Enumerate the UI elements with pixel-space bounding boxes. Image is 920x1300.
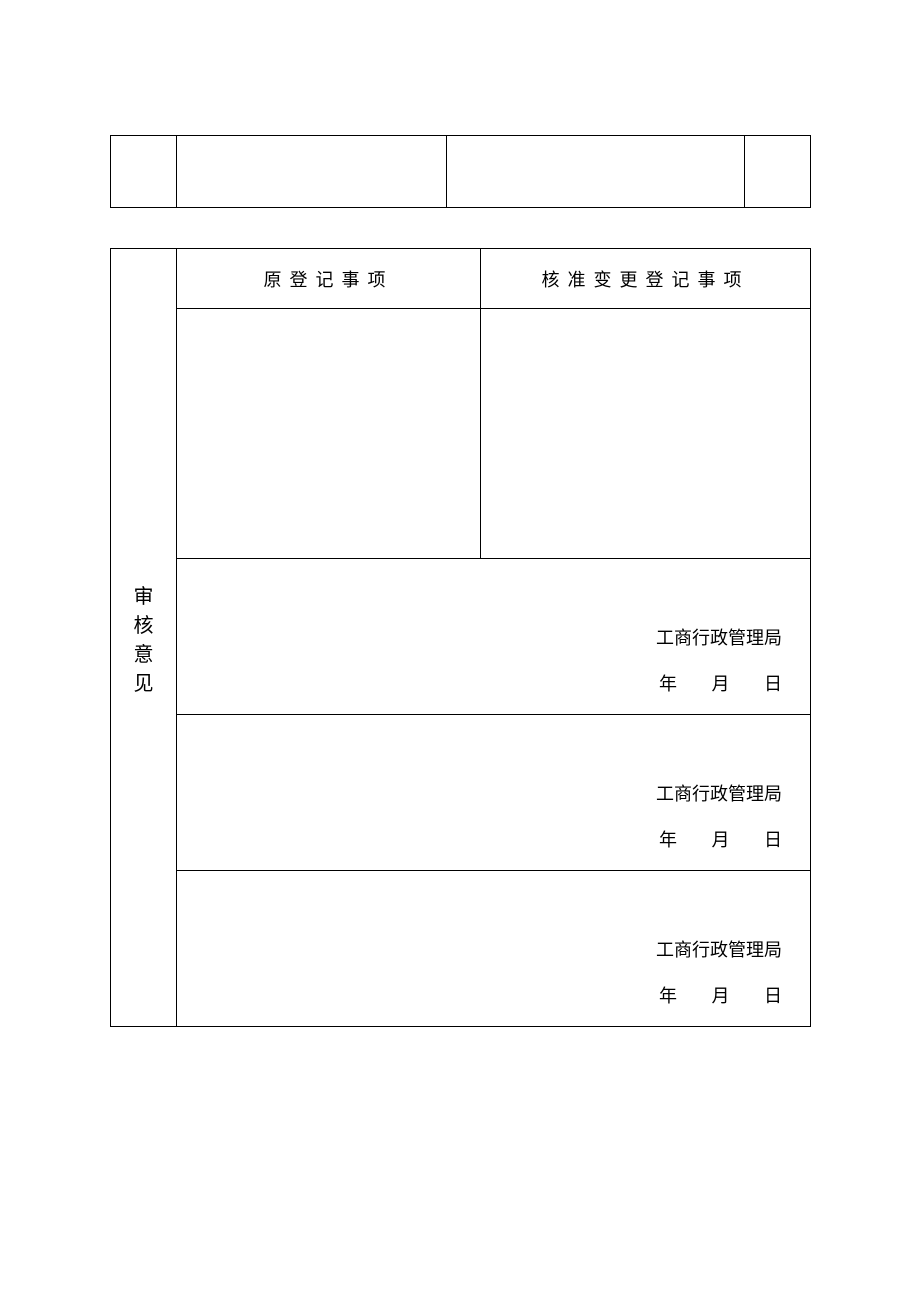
signature-block-3: 工商行政管理局 年 月 日 (656, 936, 782, 1008)
org-name-1: 工商行政管理局 (656, 624, 782, 650)
review-opinion-label: 审 核 意 见 (111, 540, 176, 736)
org-name-2: 工商行政管理局 (656, 780, 782, 806)
top-table (110, 135, 811, 208)
day-label-2: 日 (764, 830, 782, 850)
top-table-row (111, 136, 811, 208)
top-cell-3 (447, 136, 745, 208)
day-label-1: 日 (764, 674, 782, 694)
page-container: 审 核 意 见 原登记事项 核准变更登记事项 工商行政管理局 年 月 (110, 135, 810, 1027)
header-row: 审 核 意 见 原登记事项 核准变更登记事项 (111, 249, 811, 309)
month-label-3: 月 (712, 986, 730, 1006)
review-opinion-label-cell: 审 核 意 见 (111, 249, 177, 1027)
approved-change-header: 核准变更登记事项 (481, 249, 811, 309)
review-char-4: 见 (134, 667, 154, 696)
signature-cell-1: 工商行政管理局 年 月 日 (177, 559, 811, 715)
signature-row-1: 工商行政管理局 年 月 日 (111, 559, 811, 715)
month-label-2: 月 (712, 830, 730, 850)
month-label-1: 月 (712, 674, 730, 694)
review-char-3: 意 (134, 638, 154, 667)
org-name-3: 工商行政管理局 (656, 936, 782, 962)
date-line-2: 年 月 日 (656, 826, 782, 852)
top-cell-4 (745, 136, 811, 208)
date-line-1: 年 月 日 (656, 670, 782, 696)
main-table: 审 核 意 见 原登记事项 核准变更登记事项 工商行政管理局 年 月 (110, 248, 811, 1027)
date-line-3: 年 月 日 (656, 982, 782, 1008)
review-char-1: 审 (134, 580, 154, 609)
signature-cell-2: 工商行政管理局 年 月 日 (177, 715, 811, 871)
content-row (111, 309, 811, 559)
signature-cell-3: 工商行政管理局 年 月 日 (177, 871, 811, 1027)
signature-row-2: 工商行政管理局 年 月 日 (111, 715, 811, 871)
day-label-3: 日 (764, 986, 782, 1006)
signature-block-1: 工商行政管理局 年 月 日 (656, 624, 782, 696)
year-label-2: 年 (659, 830, 677, 850)
approved-change-content (481, 309, 811, 559)
original-registration-content (177, 309, 481, 559)
signature-row-3: 工商行政管理局 年 月 日 (111, 871, 811, 1027)
top-cell-1 (111, 136, 177, 208)
top-cell-2 (177, 136, 447, 208)
review-char-2: 核 (134, 609, 154, 638)
signature-block-2: 工商行政管理局 年 月 日 (656, 780, 782, 852)
year-label-3: 年 (659, 986, 677, 1006)
year-label-1: 年 (659, 674, 677, 694)
original-registration-header: 原登记事项 (177, 249, 481, 309)
